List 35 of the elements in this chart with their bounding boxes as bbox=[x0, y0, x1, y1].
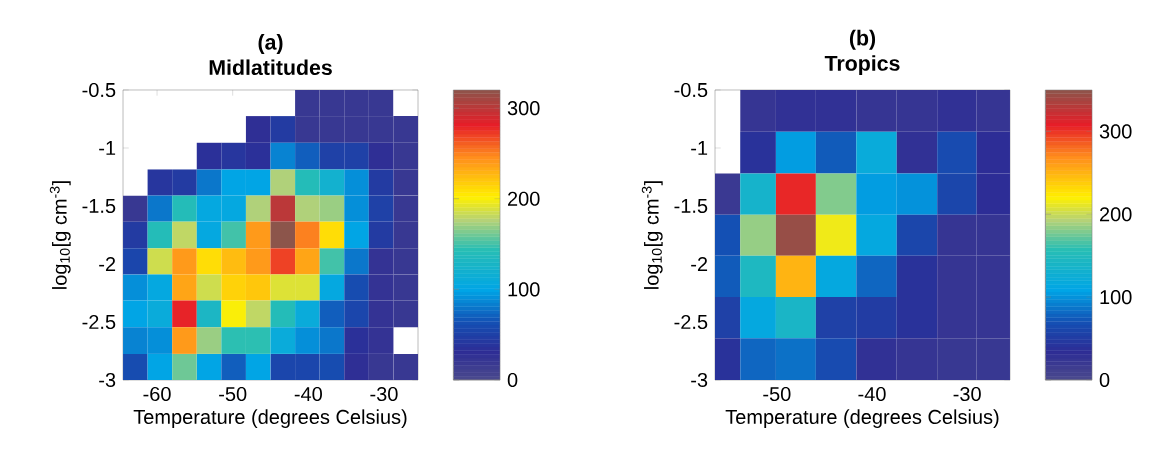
x-axis-title: Temperature (degrees Celsius) bbox=[725, 409, 999, 428]
color-bar-label: 0 bbox=[507, 372, 518, 388]
color-bar-label: 0 bbox=[1099, 372, 1110, 388]
color-bar-label: 200 bbox=[508, 191, 540, 206]
y-tick-label: -2.5 bbox=[82, 314, 116, 330]
y-tick-label: -3 bbox=[99, 372, 116, 388]
x-tick-label: -60 bbox=[143, 386, 171, 402]
color-bar-label: 100 bbox=[1100, 290, 1132, 305]
y-tick-label: -1 bbox=[691, 141, 708, 155]
y-tick-label: -0.5 bbox=[674, 82, 708, 98]
y-axis-title: log$_{10}$[g cm$^{-3}$] bbox=[49, 181, 71, 289]
x-axis-title: Temperature (degrees Celsius) bbox=[133, 409, 407, 428]
x-tick-label: -30 bbox=[953, 386, 981, 402]
y-tick-label: -1 bbox=[99, 141, 116, 155]
y-tick-label: -2 bbox=[691, 257, 708, 271]
x-tick-label: -50 bbox=[219, 386, 247, 402]
chart-title: (a) bbox=[258, 34, 283, 54]
x-tick-label: -40 bbox=[858, 386, 886, 402]
y-tick-label: -1.5 bbox=[674, 199, 708, 213]
y-tick-label: -2.5 bbox=[674, 314, 708, 330]
x-tick-label: -40 bbox=[294, 386, 322, 402]
y-tick-label: -0.5 bbox=[82, 82, 116, 98]
color-bar-label: 300 bbox=[507, 101, 540, 116]
x-tick-label: -30 bbox=[370, 386, 398, 402]
y-tick-label: -2 bbox=[99, 257, 116, 271]
color-bar-label: 300 bbox=[1099, 124, 1132, 139]
y-tick-label: -3 bbox=[691, 372, 708, 388]
y-tick-label: -1.5 bbox=[82, 199, 116, 213]
color-bar-label: 100 bbox=[508, 282, 540, 297]
color-bar-label: 200 bbox=[1099, 207, 1132, 222]
x-tick-label: -50 bbox=[763, 386, 791, 402]
chart-subtitle: Midlatitudes bbox=[209, 59, 332, 76]
chart-title: (b) bbox=[849, 29, 876, 50]
y-axis-title: log$_{10}$[g cm$^{-3}$] bbox=[641, 181, 663, 289]
chart-subtitle: Tropics bbox=[824, 55, 900, 76]
